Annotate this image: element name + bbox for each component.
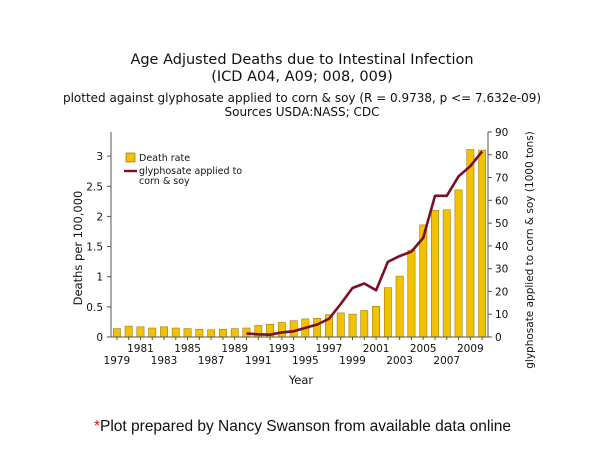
y-tick-label: 0.5 [86,302,103,314]
x-tick-label: 1987 [198,355,225,367]
y-tick-label: 1 [96,272,103,284]
y2-tick-label: 10 [495,309,508,321]
bar-1999 [348,313,357,338]
chart-subtitle: plotted against glyphosate applied to co… [63,91,541,105]
chart-subtitle-line2: Sources USDA:NASS; CDC [224,105,379,119]
bar-2008 [454,189,463,338]
chart: Age Adjusted Deaths due to Intestinal In… [63,52,541,387]
x-tick-label: 1993 [268,343,295,355]
x-tick-label: 2007 [433,355,460,367]
bar-1982 [148,327,157,338]
legend-swatch-death-rate [125,152,136,163]
bar-1984 [171,327,180,338]
x-tick-label: 1991 [245,355,272,367]
bar-2002 [383,287,392,338]
bar-1993 [277,322,286,338]
bar-1983 [160,326,168,338]
x-tick-label: 2003 [386,355,413,367]
y-tick-label: 2 [96,211,103,223]
x-tick-label: 1999 [339,355,366,367]
bar-2009 [466,149,475,338]
y2-tick-label: 50 [495,218,508,230]
bar-2006 [431,210,439,338]
x-tick-label: 1981 [127,343,154,355]
chart-title-line2: (ICD A04, A09; 008, 009) [211,69,393,85]
x-tick-label: 1989 [221,343,248,355]
y2-tick-label: 0 [495,332,502,344]
y2-tick-label: 90 [495,127,508,139]
bar-2007 [442,209,451,338]
y2-tick-label: 60 [495,195,508,207]
footnote-asterisk: * [93,418,101,435]
legend: Death rate glyphosate applied to corn & … [124,152,245,187]
bar-1988 [219,328,227,338]
x-tick-label: 1985 [174,343,201,355]
x-axis-label: Year [288,373,314,387]
y-tick-label: 0 [96,332,103,344]
bar-2000 [360,310,369,338]
bar-1985 [183,328,192,338]
x-tick-label: 1979 [104,355,131,367]
bar-2003 [395,275,404,338]
y-tick-label: 2.5 [86,181,103,193]
bar-1989 [230,328,239,338]
x-tick-label: 1997 [316,343,343,355]
y2-axis-label: glyphosate applied to corn & soy (1000 t… [524,131,536,369]
y2-tick-label: 80 [495,150,508,162]
y-tick-label: 3 [96,151,103,163]
bar-1986 [195,328,204,338]
x-tick-label: 2009 [457,343,484,355]
bar-2004 [407,249,416,338]
bar-1979 [112,328,121,338]
legend-label-glyphosate: glyphosate applied to corn & soy [139,166,245,187]
line-glyphosate [246,150,484,337]
y2-tick-label: 40 [495,241,508,253]
bar-1996 [313,318,322,338]
y2-tick-label: 20 [495,286,508,298]
legend-label-death-rate: Death rate [139,153,190,164]
y2-tick-label: 70 [495,173,508,185]
x-tick-label: 2001 [363,343,390,355]
y-tick-label: 1.5 [86,242,103,254]
bar-1980 [124,325,133,338]
footnote-text: Plot prepared by Nancy Swanson from avai… [100,418,512,435]
chart-title: Age Adjusted Deaths due to Intestinal In… [130,52,473,68]
y2-tick-label: 30 [495,264,508,276]
bar-1981 [136,326,145,338]
x-tick-label: 1983 [151,355,178,367]
footnote: *Plot prepared by Nancy Swanson from ava… [0,418,605,436]
y-axis-label: Deaths per 100,000 [71,191,85,306]
bar-1998 [336,312,345,338]
bar-1994 [289,320,298,338]
x-tick-label: 1995 [292,355,319,367]
bar-1987 [207,329,216,338]
bar-2001 [372,306,380,338]
bar-2010 [478,149,487,338]
x-tick-label: 2005 [410,343,437,355]
